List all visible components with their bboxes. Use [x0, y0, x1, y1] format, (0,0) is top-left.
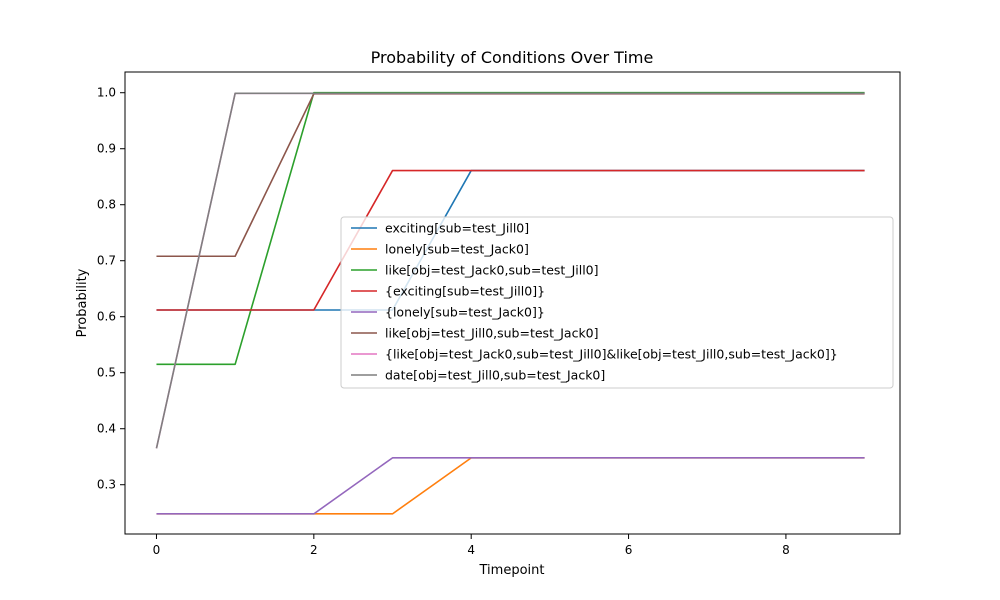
- legend-entry: date[obj=test_Jill0,sub=test_Jack0]: [385, 368, 605, 383]
- legend-entry: {like[obj=test_Jack0,sub=test_Jill0]&lik…: [385, 347, 838, 362]
- legend: exciting[sub=test_Jill0] lonely[sub=test_…: [340, 216, 894, 389]
- y-tick-label: 0.4: [97, 422, 116, 436]
- legend-entry: exciting[sub=test_Jill0]: [385, 221, 529, 236]
- series-layer: [155, 91, 865, 515]
- x-tick-label: 8: [782, 543, 790, 557]
- legend-entry: {lonely[sub=test_Jack0]}: [385, 305, 545, 320]
- series-line-8: [155, 92, 865, 449]
- x-axis-label: Timepoint: [479, 563, 545, 578]
- y-tick-label: 0.5: [97, 366, 116, 380]
- x-tick-label: 2: [310, 543, 318, 557]
- series-line-2: [156, 457, 865, 515]
- y-tick-label: 0.3: [97, 478, 116, 492]
- legend-entry: {exciting[sub=test_Jill0]}: [385, 284, 545, 299]
- x-tick-label: 0: [153, 543, 161, 557]
- plot-frame: [124, 71, 901, 535]
- series-line-5: [156, 457, 865, 515]
- y-tick-label: 0.9: [97, 142, 116, 156]
- y-tick-label: 0.7: [97, 254, 116, 268]
- y-axis-label: Probability: [75, 268, 90, 337]
- plot-area: [124, 71, 901, 535]
- y-tick-label: 1.0: [97, 86, 116, 100]
- legend-frame: [340, 216, 894, 389]
- y-axis: 0.3 0.4 0.5 0.6 0.7 0.8 0.9 1.0: [97, 86, 125, 492]
- legend-entry: like[obj=test_Jack0,sub=test_Jill0]: [385, 263, 599, 278]
- legend-entry: lonely[sub=test_Jack0]: [385, 242, 529, 257]
- x-tick-label: 4: [467, 543, 475, 557]
- x-axis: 0 2 4 6 8: [153, 534, 790, 557]
- y-tick-label: 0.6: [97, 310, 116, 324]
- x-tick-label: 6: [625, 543, 633, 557]
- series-line-4: [156, 169, 865, 311]
- legend-entry: like[obj=test_Jill0,sub=test_Jack0]: [385, 326, 599, 341]
- y-tick-label: 0.8: [97, 198, 116, 212]
- chart-title: Probability of Conditions Over Time: [371, 48, 654, 67]
